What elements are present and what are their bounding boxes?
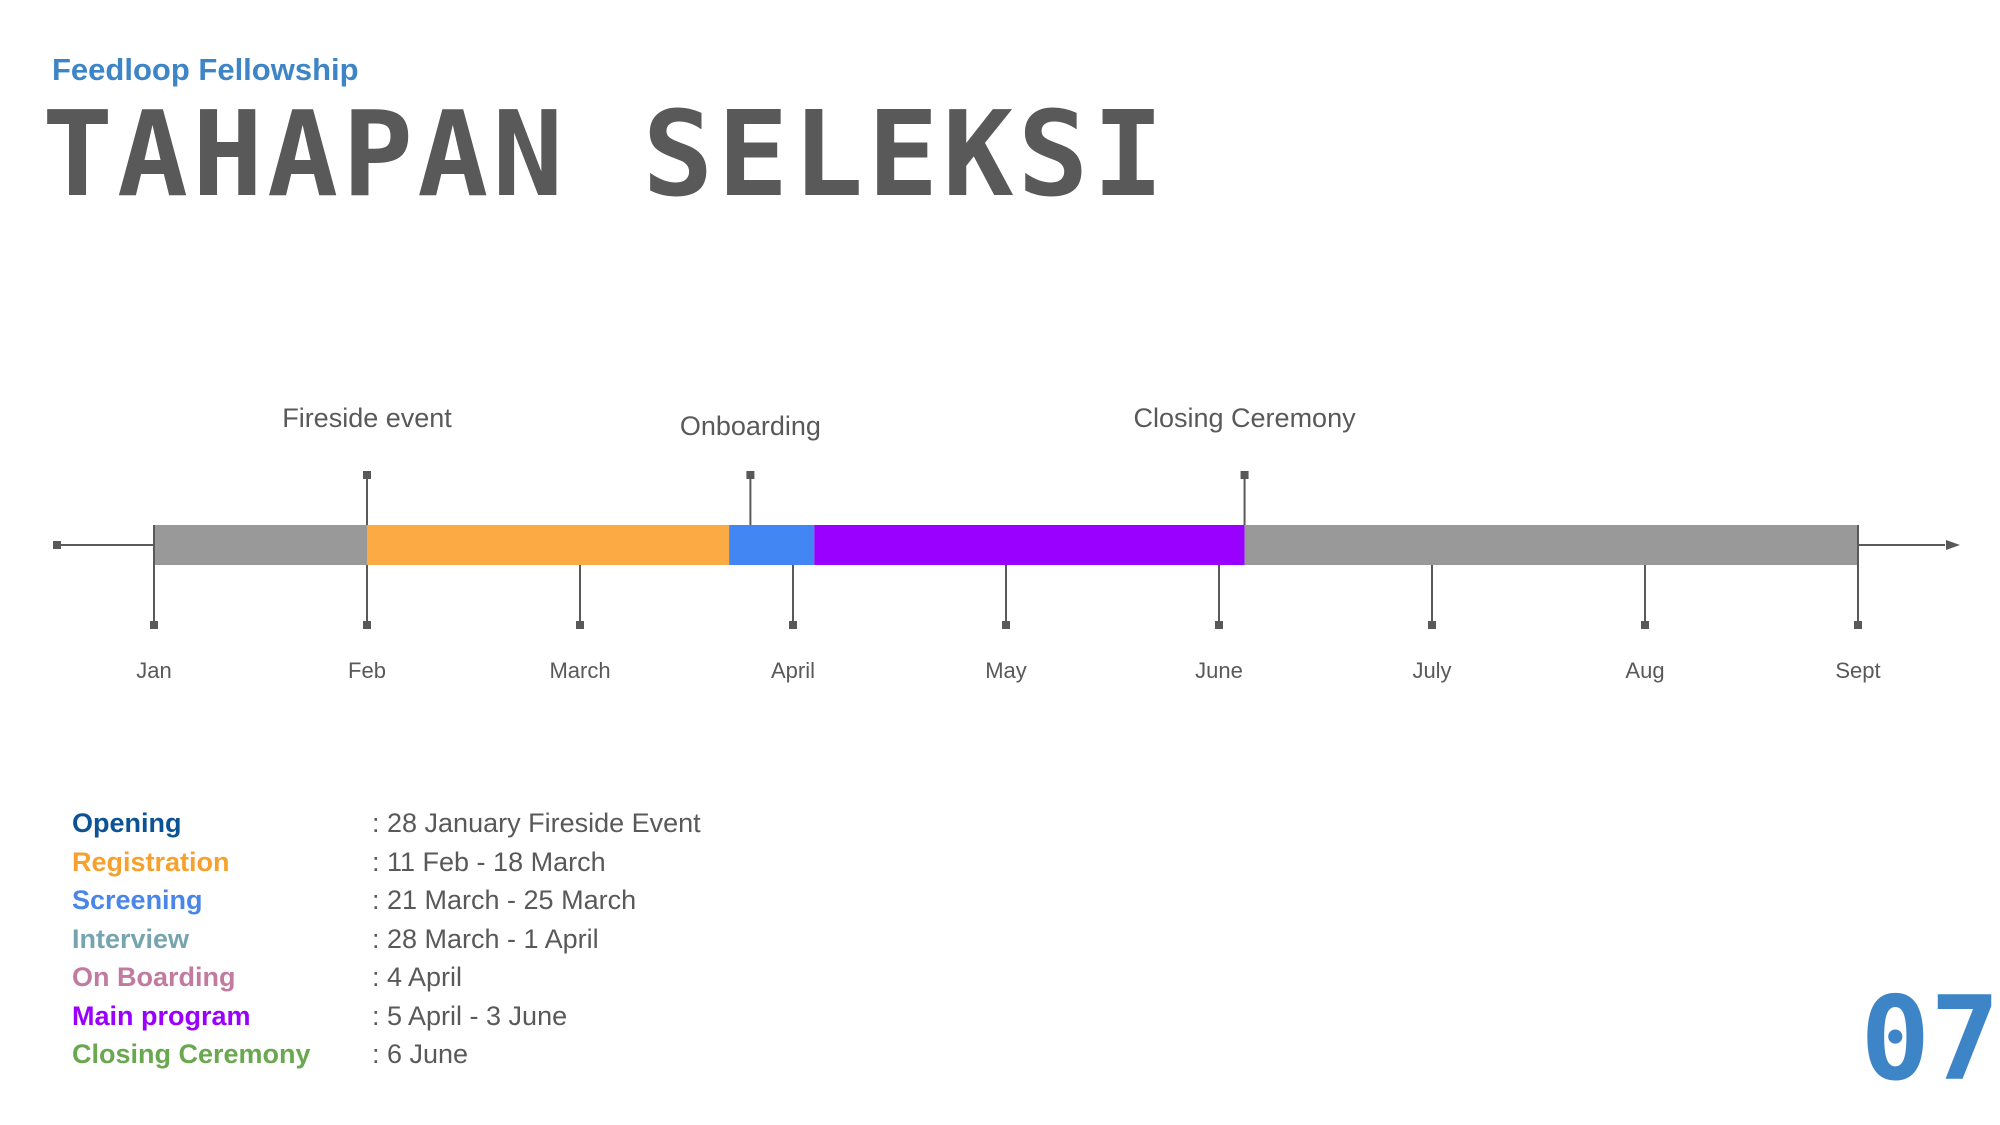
month-label-5: June	[1195, 658, 1243, 683]
axis-start-marker	[53, 541, 61, 549]
event-label-1: Onboarding	[680, 411, 821, 441]
legend-value: : 4 April	[372, 962, 463, 992]
legend-label: Opening	[72, 808, 182, 838]
event-label-0: Fireside event	[282, 403, 452, 433]
legend-value: : 28 January Fireside Event	[372, 808, 701, 838]
legend-value: : 28 March - 1 April	[372, 923, 599, 954]
legend-value: : 11 Feb - 18 March	[372, 846, 606, 877]
month-tick-end-2	[576, 621, 584, 629]
legend-label: Closing Ceremony	[72, 1039, 311, 1069]
month-label-1: Feb	[348, 658, 386, 683]
timeline-segment-4	[1244, 525, 1858, 565]
month-label-3: April	[771, 658, 815, 683]
month-tick-end-5	[1215, 621, 1223, 629]
timeline-segment-2	[729, 525, 815, 565]
month-label-4: May	[985, 658, 1027, 683]
month-tick-end-8	[1854, 621, 1862, 629]
legend-value: : 5 April - 3 June	[372, 1000, 568, 1031]
page-number: 07	[1860, 972, 2000, 1107]
event-marker-head-2	[1240, 471, 1249, 479]
legend-label: Interview	[72, 923, 190, 954]
timeline-segment-3	[814, 525, 1245, 565]
event-marker-head-1	[746, 471, 755, 479]
month-label-6: July	[1412, 658, 1451, 683]
month-tick-end-3	[789, 621, 797, 629]
legend-value: : 6 June	[372, 1039, 469, 1069]
month-label-8: Sept	[1835, 658, 1880, 683]
legend-value: : 21 March - 25 March	[372, 885, 637, 915]
month-label-2: March	[549, 658, 610, 683]
subtitle: Feedloop Fellowship	[52, 52, 359, 87]
legend-label: Registration	[72, 846, 230, 877]
timeline-segment-1	[367, 525, 730, 565]
month-tick-end-1	[363, 621, 371, 629]
legend-label: Main program	[72, 1000, 251, 1031]
legend-label: On Boarding	[72, 962, 236, 992]
month-label-0: Jan	[136, 658, 171, 683]
timeline-segment-0	[154, 525, 367, 565]
event-marker-head-0	[363, 471, 371, 479]
month-tick-end-4	[1002, 621, 1010, 629]
timeline-chart: Jan Feb March April May June July Aug Sept Firesi…	[53, 403, 1960, 683]
month-tick-end-0	[150, 621, 158, 629]
month-tick-end-6	[1428, 621, 1436, 629]
month-label-7: Aug	[1625, 658, 1664, 683]
month-tick-end-7	[1641, 621, 1649, 629]
axis-arrow	[1946, 540, 1960, 550]
page-title: TAHAPAN SELEKSI	[42, 85, 1168, 223]
event-label-2: Closing Ceremony	[1134, 403, 1357, 433]
legend-label: Screening	[72, 885, 203, 915]
